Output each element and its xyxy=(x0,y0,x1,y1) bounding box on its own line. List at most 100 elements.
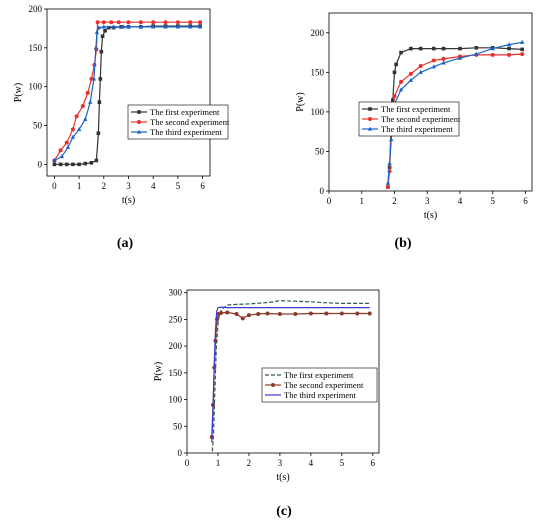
x-axis-label: t(s) xyxy=(424,210,437,221)
data-point xyxy=(256,312,261,317)
data-point xyxy=(219,310,224,315)
series-line xyxy=(211,306,370,443)
data-point xyxy=(99,49,104,54)
series-line xyxy=(54,26,201,162)
data-point xyxy=(277,312,282,317)
x-tick-label: 3 xyxy=(425,196,430,206)
data-point xyxy=(94,158,99,163)
x-tick-label: 1 xyxy=(359,196,364,206)
y-tick-label: 150 xyxy=(29,43,43,53)
data-point xyxy=(234,312,239,317)
legend-marker xyxy=(368,107,372,111)
legend-marker xyxy=(137,110,141,114)
data-point xyxy=(138,24,144,29)
data-point xyxy=(89,160,94,165)
data-point xyxy=(418,69,423,74)
data-point xyxy=(188,20,193,25)
x-tick-label: 2 xyxy=(392,196,397,206)
data-point xyxy=(138,20,143,25)
data-point xyxy=(70,134,76,139)
legend-label: The third experiment xyxy=(150,127,222,137)
data-point xyxy=(175,20,180,25)
y-tick-label: 150 xyxy=(311,67,325,77)
x-tick-label: 1 xyxy=(77,181,82,191)
data-point xyxy=(163,20,168,25)
plot-frame xyxy=(186,289,380,454)
legend-marker xyxy=(367,126,373,131)
data-point xyxy=(474,51,479,56)
y-tick-label: 0 xyxy=(178,448,183,458)
data-point xyxy=(64,162,69,167)
data-point xyxy=(65,144,71,149)
x-tick-label: 5 xyxy=(340,458,345,468)
y-tick-label: 250 xyxy=(169,314,183,324)
data-point xyxy=(355,311,360,316)
data-point xyxy=(367,311,372,316)
data-point xyxy=(88,99,93,104)
data-point xyxy=(490,46,495,51)
y-tick-label: 150 xyxy=(169,368,183,378)
data-point xyxy=(96,131,101,136)
x-tick-label: 4 xyxy=(309,458,314,468)
data-point xyxy=(392,94,397,99)
data-point xyxy=(94,29,100,34)
data-point xyxy=(431,58,436,63)
legend-label: The third experiment xyxy=(381,124,453,134)
data-point xyxy=(398,87,404,92)
data-point xyxy=(198,20,203,25)
plot-frame xyxy=(328,12,533,192)
data-point xyxy=(83,161,88,166)
panel-label: (a) xyxy=(117,236,134,251)
y-tick-label: 200 xyxy=(169,341,183,351)
y-axis-label: P(w) xyxy=(13,83,24,102)
legend-marker xyxy=(136,129,142,134)
data-point xyxy=(387,160,392,165)
data-point xyxy=(106,25,111,30)
y-tick-label: 0 xyxy=(38,159,43,169)
x-tick-label: 2 xyxy=(247,458,252,468)
data-point xyxy=(197,24,203,29)
legend-box xyxy=(261,367,378,403)
data-point xyxy=(121,24,126,29)
data-point xyxy=(265,311,270,316)
data-point xyxy=(389,137,394,142)
data-point xyxy=(408,77,414,82)
data-point xyxy=(418,46,423,51)
data-point xyxy=(151,20,156,25)
y-tick-label: 50 xyxy=(173,421,183,431)
plot-frame xyxy=(46,8,211,177)
data-point xyxy=(431,64,436,69)
data-point xyxy=(520,52,525,57)
y-axis-label: P(w) xyxy=(153,362,164,381)
data-point xyxy=(339,311,344,316)
data-point xyxy=(58,148,63,153)
data-point xyxy=(58,162,63,167)
y-tick-label: 0 xyxy=(320,186,325,196)
legend-label: The second experiment xyxy=(381,114,461,124)
data-point xyxy=(506,42,512,47)
data-point xyxy=(399,79,404,84)
data-point xyxy=(74,114,79,119)
data-point xyxy=(83,116,88,121)
x-tick-label: 0 xyxy=(52,181,57,191)
data-point xyxy=(519,39,525,44)
series-line xyxy=(53,21,201,161)
y-tick-label: 300 xyxy=(169,288,183,298)
legend-label: The first experiment xyxy=(381,104,451,114)
data-point xyxy=(96,25,102,30)
data-point xyxy=(52,158,57,163)
data-point xyxy=(52,162,57,167)
data-point xyxy=(441,56,446,61)
data-point xyxy=(64,140,69,145)
data-point xyxy=(409,46,413,51)
data-point xyxy=(408,71,413,76)
x-tick-label: 0 xyxy=(185,458,190,468)
data-point xyxy=(97,100,102,105)
series-line xyxy=(211,300,370,452)
legend-label: The second experiment xyxy=(284,380,364,390)
data-point xyxy=(392,70,397,75)
y-tick-label: 100 xyxy=(311,107,325,117)
data-point xyxy=(308,311,313,316)
legend-marker xyxy=(271,383,275,387)
data-point xyxy=(225,310,230,315)
